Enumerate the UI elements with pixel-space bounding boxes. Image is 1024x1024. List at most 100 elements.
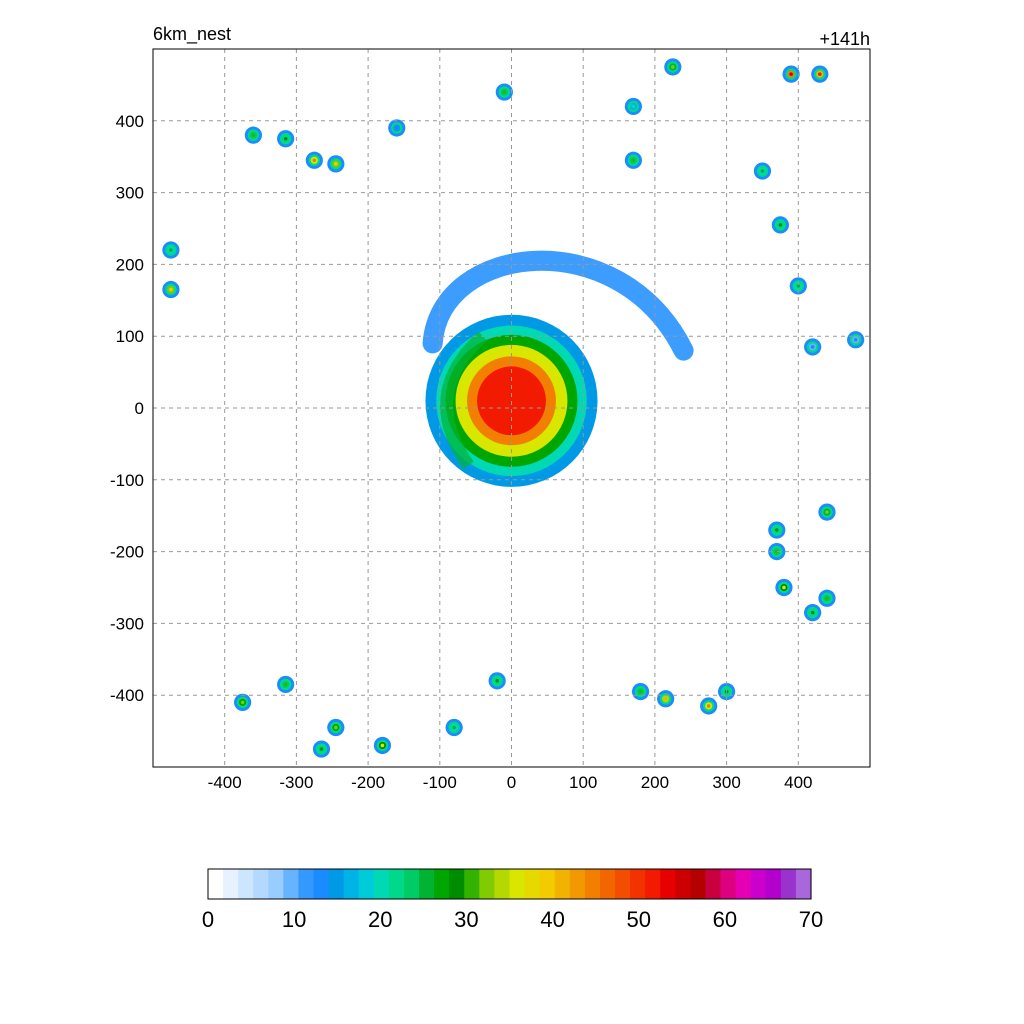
y-tick-label: 300 xyxy=(116,184,144,203)
colorbar-swatch xyxy=(343,869,360,899)
x-tick-label: 400 xyxy=(784,773,812,792)
convective-cell xyxy=(760,169,765,173)
colorbar-swatch xyxy=(599,869,616,899)
inner-rainband xyxy=(440,331,488,470)
colorbar-swatch xyxy=(494,869,511,899)
reflectivity-field xyxy=(162,58,865,758)
y-tick-label: 400 xyxy=(116,112,144,131)
colorbar-swatch xyxy=(765,869,782,899)
convective-cell xyxy=(818,72,822,76)
convective-cell xyxy=(796,284,801,288)
y-tick-label: -300 xyxy=(110,614,144,633)
colorbar-frame xyxy=(207,868,812,900)
colorbar-tick-label: 10 xyxy=(282,907,306,932)
colorbar-swatch xyxy=(750,869,767,899)
colorbar-swatch xyxy=(403,869,420,899)
convective-cell xyxy=(319,747,324,751)
title-right: +141h xyxy=(819,29,870,49)
colorbar-swatch xyxy=(569,869,586,899)
x-tick-label: -300 xyxy=(279,773,313,792)
colorbar-tick-label: 50 xyxy=(626,907,650,932)
core-layer xyxy=(477,366,546,436)
colorbar-swatch xyxy=(223,869,239,899)
convective-cell xyxy=(706,704,711,708)
outer-rainband xyxy=(422,250,694,361)
x-tick-label: -200 xyxy=(351,773,385,792)
convective-cell xyxy=(789,72,793,76)
y-axis-ticks: 400 300 200 100 0 -100 -200 -300 -400 xyxy=(110,112,144,705)
colorbar-swatch xyxy=(690,869,707,899)
colorbar-tick-label: 70 xyxy=(799,907,823,932)
convective-cell xyxy=(283,682,288,687)
colorbar-tick-label: 40 xyxy=(540,907,564,932)
colorbar-swatch xyxy=(449,869,465,899)
convective-cell xyxy=(495,679,499,683)
convective-cell xyxy=(283,136,288,141)
colorbar-swatch xyxy=(253,869,269,899)
colorbar-swatch xyxy=(615,869,631,899)
convective-cell xyxy=(810,345,815,349)
y-tick-label: 200 xyxy=(116,255,144,274)
x-tick-label: 300 xyxy=(712,773,740,792)
colorbar-tick-label: 60 xyxy=(713,907,737,932)
plot-frame xyxy=(152,48,871,768)
convective-cell xyxy=(312,158,317,163)
convective-cell xyxy=(169,248,173,252)
convective-cell xyxy=(663,696,668,701)
colorbar-swatch xyxy=(735,869,752,899)
colorbar-swatch xyxy=(554,869,571,899)
colorbar-swatch xyxy=(358,869,375,899)
convective-cell xyxy=(251,133,256,137)
colorbar-swatch xyxy=(464,869,480,899)
convective-cell xyxy=(240,700,245,705)
convective-cell xyxy=(334,162,338,166)
x-tick-label: 100 xyxy=(569,773,597,792)
x-tick-label: -400 xyxy=(208,773,242,792)
title-left: 6km_nest xyxy=(153,24,231,45)
colorbar-swatch xyxy=(795,869,812,899)
convective-cell xyxy=(380,743,385,748)
y-tick-label: -400 xyxy=(110,686,144,705)
convective-cell xyxy=(810,610,815,615)
colorbar-swatch xyxy=(584,869,601,899)
colorbar-swatch xyxy=(720,869,737,899)
colorbar-swatch xyxy=(479,869,496,899)
colorbar-swatch xyxy=(434,869,450,899)
convective-cell xyxy=(394,126,399,130)
y-tick-label: 0 xyxy=(135,399,144,418)
convective-cell xyxy=(774,528,779,532)
colorbar-swatch xyxy=(780,869,797,899)
colorbar xyxy=(207,868,812,900)
colorbar-swatch xyxy=(388,869,405,899)
colorbar-tick-label: 0 xyxy=(202,907,214,932)
colorbar-swatch xyxy=(373,869,390,899)
colorbar-swatch xyxy=(705,869,722,899)
colorbar-swatch xyxy=(675,869,691,899)
colorbar-swatch xyxy=(419,869,435,899)
convective-cell xyxy=(334,725,338,730)
convective-cell xyxy=(825,510,829,514)
colorbar-swatch xyxy=(509,869,526,899)
x-tick-label: -100 xyxy=(423,773,457,792)
convective-cell xyxy=(169,287,173,292)
x-tick-label: 200 xyxy=(641,773,669,792)
convective-cell xyxy=(825,596,829,601)
colorbar-swatch xyxy=(238,869,254,899)
colorbar-swatch xyxy=(268,869,284,899)
convective-cell xyxy=(638,689,643,694)
colorbar-swatch xyxy=(539,869,556,899)
colorbar-swatch xyxy=(645,869,661,899)
convective-cell xyxy=(778,223,783,227)
colorbar-ticks: 0 10 20 30 40 50 60 70 xyxy=(202,907,823,932)
convective-cell xyxy=(631,104,636,109)
convective-cell xyxy=(782,585,786,590)
colorbar-swatch xyxy=(328,869,345,899)
x-tick-label: 0 xyxy=(507,773,516,792)
colorbar-swatch xyxy=(313,869,330,899)
colorbar-tick-label: 30 xyxy=(454,907,478,932)
convective-cell xyxy=(452,725,456,730)
colorbar-swatch xyxy=(630,869,646,899)
colorbar-swatch xyxy=(283,869,300,899)
y-tick-label: -200 xyxy=(110,543,144,562)
